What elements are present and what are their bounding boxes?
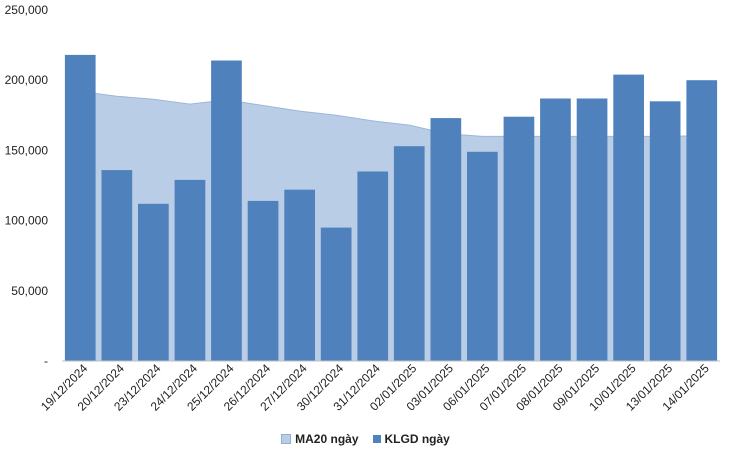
y-tick-label: - <box>44 354 48 368</box>
y-tick-label: 50,000 <box>11 284 48 298</box>
y-tick-label: 200,000 <box>5 73 49 87</box>
volume-bar <box>430 118 462 361</box>
volume-bar <box>576 98 608 361</box>
volume-bar <box>393 146 425 361</box>
y-tick-label: 150,000 <box>5 143 49 157</box>
volume-bar <box>467 151 498 361</box>
ma20-area-layer <box>79 90 703 362</box>
x-axis: 19/12/202420/12/202423/12/202424/12/2024… <box>38 360 720 414</box>
volume-bar-layer <box>64 54 718 362</box>
y-axis: - 50,000 100,000 150,000 200,000 250,000 <box>5 3 49 368</box>
volume-bar <box>503 116 535 361</box>
volume-bar <box>174 179 206 361</box>
legend-label-klgd: KLGD ngày <box>384 432 450 446</box>
volume-bar <box>211 60 242 361</box>
legend-swatch-klgd <box>372 435 381 443</box>
volume-bar <box>247 200 279 361</box>
volume-bar <box>64 54 96 362</box>
legend-swatch-ma20 <box>281 434 292 444</box>
volume-bar <box>320 227 352 361</box>
volume-bar <box>101 170 133 361</box>
y-tick-label: 100,000 <box>5 214 49 228</box>
legend: MA20 ngày KLGD ngày <box>0 432 731 446</box>
legend-item-ma20: MA20 ngày <box>281 432 359 446</box>
volume-bar <box>613 74 644 361</box>
volume-bar <box>357 171 389 361</box>
ma20-area <box>79 90 703 362</box>
legend-item-klgd: KLGD ngày <box>372 432 450 446</box>
volume-bar <box>686 80 718 361</box>
legend-label-ma20: MA20 ngày <box>295 432 359 446</box>
volume-bar <box>540 98 571 361</box>
volume-bar <box>649 101 681 362</box>
volume-bar <box>284 189 315 361</box>
volume-bar <box>138 203 169 361</box>
y-tick-label: 250,000 <box>5 3 49 17</box>
